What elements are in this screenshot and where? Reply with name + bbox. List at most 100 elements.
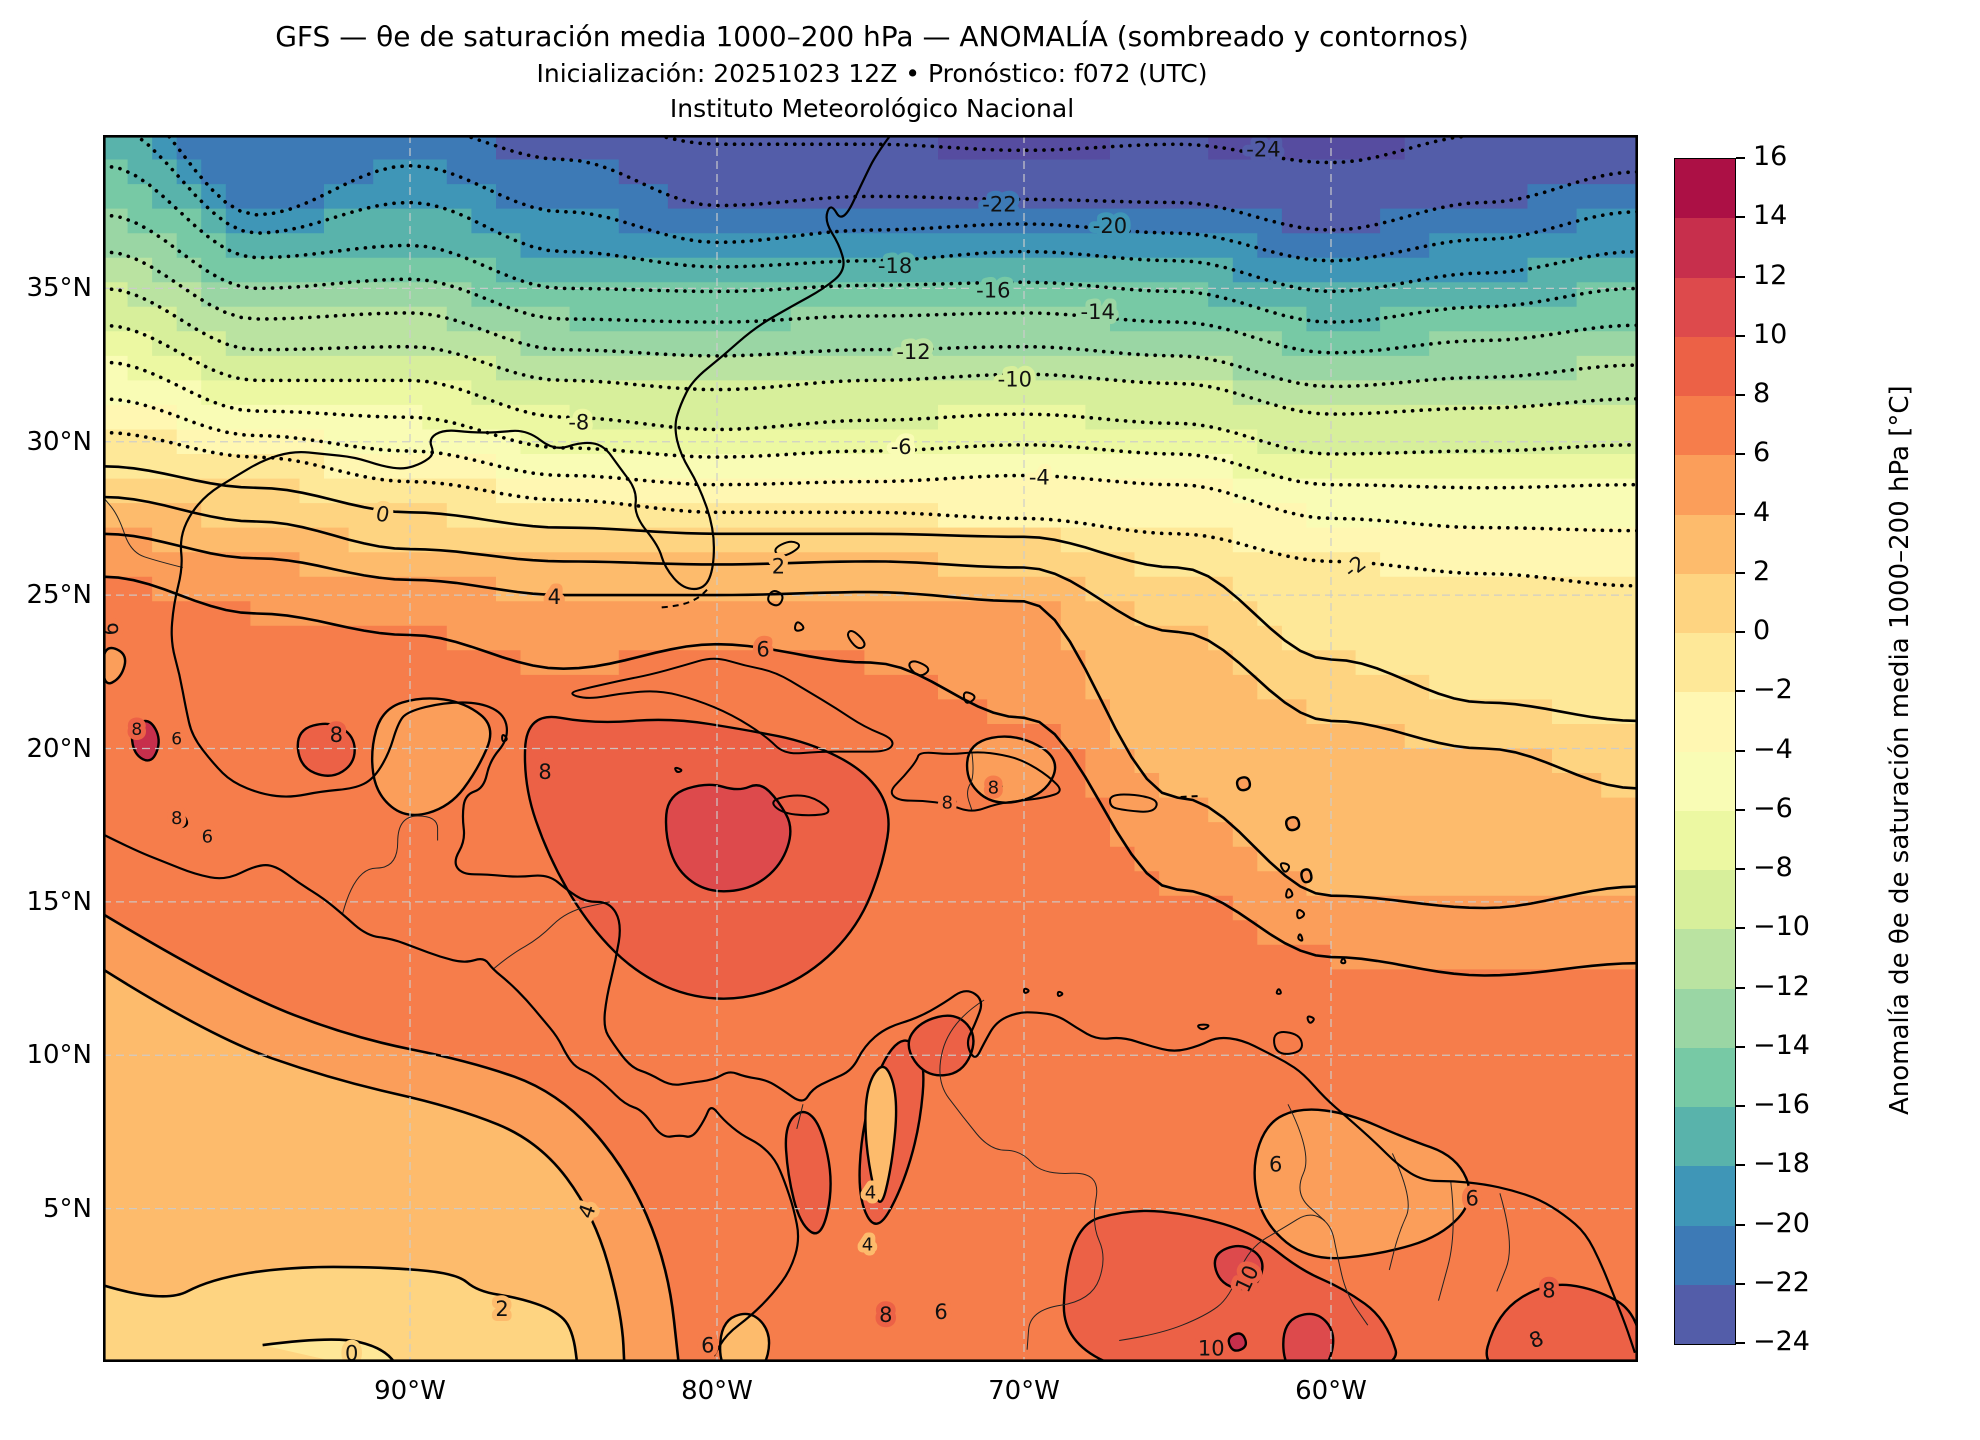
contour-line--24 bbox=[650, 135, 1508, 165]
patch-maracaibo-8 bbox=[907, 1014, 975, 1077]
patch-sa-10a bbox=[1213, 1244, 1264, 1291]
island-coastline bbox=[794, 621, 805, 632]
patch-caribbean-10 bbox=[664, 783, 792, 893]
patch-ecuador-2-4 bbox=[718, 1312, 771, 1362]
patch-guyana-4-6 bbox=[1253, 1108, 1471, 1260]
colorbar-cell bbox=[1675, 810, 1735, 870]
coastline bbox=[103, 833, 800, 1357]
colorbar-cell bbox=[1675, 277, 1735, 337]
contour-label: -14 bbox=[1081, 300, 1115, 324]
island-coastline bbox=[1279, 862, 1291, 873]
colorbar-cell bbox=[1675, 633, 1735, 693]
colorbar-tick-mark bbox=[1736, 868, 1745, 870]
contour-label: -8 bbox=[568, 410, 589, 434]
colorbar-tick-label: 8 bbox=[1753, 378, 1771, 409]
colorbar-tick-label: −20 bbox=[1753, 1207, 1810, 1239]
colorbar-tick-label: −22 bbox=[1753, 1266, 1810, 1298]
plot-subtitle-institute: Instituto Meteorológico Nacional bbox=[669, 94, 1075, 123]
patch-sw-band-2-4 bbox=[103, 969, 625, 1362]
colorbar-tick-mark bbox=[1736, 690, 1745, 693]
colorbar-tick-mark bbox=[1736, 808, 1745, 811]
island-coastline bbox=[1296, 909, 1306, 920]
colorbar-tick-mark bbox=[1736, 1045, 1745, 1048]
contour-label: 8 bbox=[171, 808, 182, 829]
y-axis-tick-label: 20°N bbox=[26, 733, 92, 764]
colorbar-tick-mark bbox=[1736, 1282, 1745, 1285]
contour-label: -16 bbox=[976, 278, 1010, 302]
contour-label: 8 bbox=[131, 720, 142, 740]
contour-label: 8 bbox=[942, 793, 953, 814]
patch-hispaniola-8-dot-b bbox=[987, 779, 1003, 795]
contour-label: 0 bbox=[345, 1341, 358, 1362]
map-area: -24-22-20-18-16-14-12-10-8-6-4-202468868… bbox=[103, 135, 1638, 1362]
contour-line-2 bbox=[103, 495, 1638, 790]
colorbar-cell bbox=[1675, 929, 1735, 989]
contour-line-6 bbox=[103, 575, 1638, 977]
colorbar-tick-label: −16 bbox=[1753, 1089, 1810, 1120]
contour-label: 6 bbox=[934, 1300, 947, 1324]
colorbar-tick-mark bbox=[1736, 749, 1745, 752]
colorbar-cell bbox=[1675, 1225, 1735, 1285]
contour-label: 6 bbox=[103, 622, 123, 635]
island-coastline bbox=[1275, 988, 1282, 995]
patch-sa-magenta-12 bbox=[1227, 1332, 1248, 1352]
contour-line--6 bbox=[103, 360, 1638, 490]
contour-label: 6 bbox=[1269, 1153, 1282, 1177]
contour-label: 4 bbox=[548, 585, 561, 609]
patch-mexico-magenta-12 bbox=[130, 719, 160, 762]
contour-line-0 bbox=[103, 465, 1638, 723]
contour-label: 8 bbox=[879, 1303, 892, 1327]
colorbar-tick-mark bbox=[1736, 157, 1745, 159]
contour-label: -12 bbox=[896, 340, 930, 364]
contour-label: 2 bbox=[495, 1297, 508, 1321]
island-coastline bbox=[1285, 888, 1294, 899]
colorbar-tick-label: 16 bbox=[1753, 141, 1788, 172]
x-axis-tick-label: 90°W bbox=[374, 1376, 446, 1406]
colorbar-cell bbox=[1675, 692, 1735, 752]
contour-line--12 bbox=[103, 249, 1638, 389]
colorbar-tick-label: 2 bbox=[1753, 555, 1771, 587]
y-axis-tick-label: 25°N bbox=[26, 580, 92, 611]
contour-line--20 bbox=[165, 135, 1638, 263]
y-axis-tick-label: 5°N bbox=[43, 1193, 92, 1224]
colorbar-cell bbox=[1675, 988, 1735, 1048]
contour-label: 6 bbox=[1466, 1186, 1479, 1210]
colorbar-tick-mark bbox=[1736, 1105, 1745, 1107]
colorbar-tick-mark bbox=[1736, 394, 1745, 396]
y-axis-tick-label: 10°N bbox=[26, 1040, 92, 1071]
colorbar-tick-mark bbox=[1736, 453, 1745, 456]
island-coastline bbox=[674, 766, 683, 773]
colorbar-axis-label: Anomalía de θe de saturación media 1000–… bbox=[1885, 385, 1915, 1115]
colorbar-cell bbox=[1675, 336, 1735, 396]
patch-sa-10b bbox=[1282, 1312, 1335, 1362]
contour-label: 6 bbox=[171, 729, 182, 749]
coastline bbox=[170, 135, 1636, 1354]
patch-yucatan-4-6 bbox=[370, 697, 492, 817]
patch-edge-sw-band-4-6 bbox=[103, 912, 680, 1362]
patch-campeche-8 bbox=[296, 722, 356, 777]
island-coastline bbox=[1056, 990, 1064, 997]
colorbar-tick-mark bbox=[1736, 927, 1745, 930]
colorbar-tick-mark bbox=[1736, 986, 1745, 989]
island-coastline bbox=[767, 590, 784, 607]
contour-line-4 bbox=[103, 532, 1638, 910]
island-coastline bbox=[962, 691, 976, 704]
patch-sw-band-neg2-0 bbox=[262, 1339, 395, 1362]
colorbar-cell bbox=[1675, 1047, 1735, 1107]
colorbar bbox=[1674, 158, 1736, 1345]
country-border bbox=[1287, 1104, 1326, 1222]
contour-label: -24 bbox=[1246, 137, 1280, 161]
island-chain bbox=[1180, 795, 1200, 798]
plot-title: GFS — θe de saturación media 1000–200 hP… bbox=[275, 20, 1469, 53]
patch-antilles-4-6-dot-c bbox=[1300, 868, 1313, 884]
island-coastline bbox=[571, 657, 894, 755]
contour-label: 6 bbox=[756, 637, 769, 661]
colorbar-tick-label: 14 bbox=[1753, 200, 1788, 232]
country-border bbox=[342, 815, 439, 915]
country-border bbox=[1496, 1193, 1510, 1292]
country-border bbox=[796, 1104, 804, 1130]
x-axis-tick-label: 60°W bbox=[1295, 1376, 1367, 1406]
colorbar-tick-label: −18 bbox=[1753, 1148, 1810, 1180]
contour-line--14 bbox=[103, 213, 1638, 355]
